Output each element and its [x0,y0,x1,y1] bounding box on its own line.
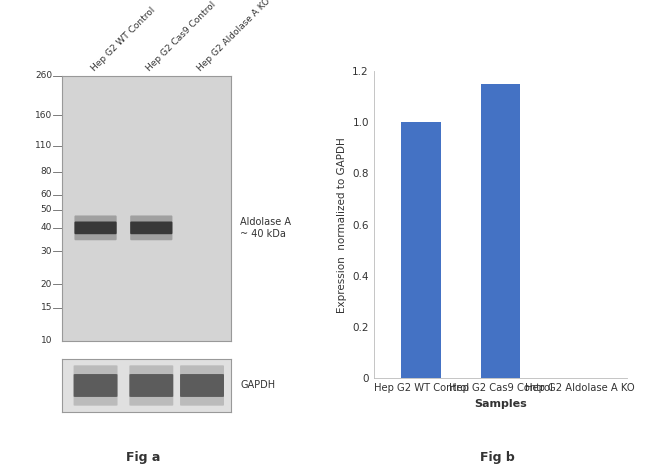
FancyBboxPatch shape [180,374,224,397]
Text: 20: 20 [40,280,52,289]
Text: Hep G2 Aldolase A KO: Hep G2 Aldolase A KO [196,0,272,73]
Text: 30: 30 [40,247,52,256]
Y-axis label: Expression  normalized to GAPDH: Expression normalized to GAPDH [337,137,346,313]
Text: 110: 110 [34,141,52,150]
Text: 15: 15 [40,303,52,312]
FancyBboxPatch shape [129,365,174,406]
Text: Aldolase A
~ 40 kDa: Aldolase A ~ 40 kDa [240,217,291,239]
Text: Hep G2 WT Control: Hep G2 WT Control [89,5,157,73]
Text: Fig a: Fig a [126,451,160,464]
Text: 50: 50 [40,205,52,214]
X-axis label: Samples: Samples [474,399,527,409]
FancyBboxPatch shape [73,374,118,397]
FancyBboxPatch shape [129,374,174,397]
FancyBboxPatch shape [130,221,172,234]
Text: 260: 260 [35,71,52,80]
FancyBboxPatch shape [74,216,117,240]
FancyBboxPatch shape [130,216,172,240]
Text: 40: 40 [40,223,52,232]
Bar [481,84,520,378]
Text: GAPDH: GAPDH [240,380,275,391]
Text: 10: 10 [40,336,52,345]
Text: 160: 160 [34,111,52,120]
Text: 60: 60 [40,191,52,200]
FancyBboxPatch shape [180,365,224,406]
FancyBboxPatch shape [74,221,117,234]
Text: 80: 80 [40,167,52,176]
Bar [402,122,441,378]
Text: Fig b: Fig b [480,451,515,464]
FancyBboxPatch shape [73,365,118,406]
Text: Hep G2 Cas9 Control: Hep G2 Cas9 Control [145,0,218,73]
